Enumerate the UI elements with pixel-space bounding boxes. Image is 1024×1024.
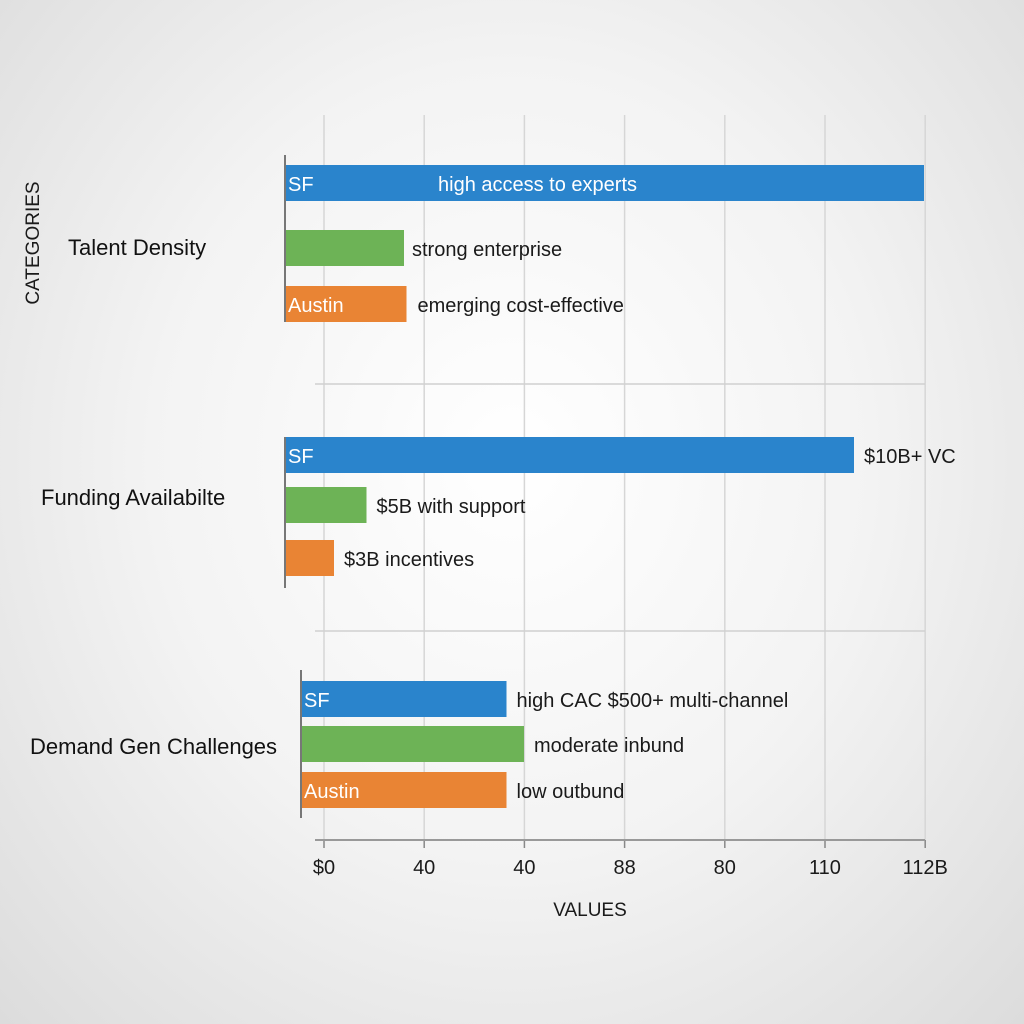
bar-annotation: $10B+ VC: [864, 446, 956, 468]
bar-annotation: moderate inbund: [534, 735, 684, 757]
bar-inner-label: Austin: [304, 781, 360, 803]
y-axis-label: CATEGORIES: [23, 181, 44, 304]
bar-inner-label: SF: [288, 446, 314, 468]
bar: [285, 540, 334, 576]
bar-annotation: low outbund: [517, 781, 625, 803]
bar: [301, 772, 507, 808]
bar-inner-label: SF: [304, 690, 330, 712]
x-tick-label: 40: [413, 857, 435, 879]
x-tick-label: 80: [714, 857, 736, 879]
bar-annotation: high access to experts: [438, 174, 637, 196]
bar: [301, 726, 524, 762]
x-tick-label: 112B: [903, 857, 948, 879]
bar: [285, 165, 924, 201]
category-label: Funding Availabilte: [41, 485, 225, 510]
x-tick-label: 88: [613, 857, 635, 879]
axes: $0 40 40 88 80 110 112B Talent Density Funding A…: [30, 155, 948, 879]
category-label: Demand Gen Challenges: [30, 734, 277, 759]
x-tick-label: 110: [809, 857, 841, 879]
bar: [285, 286, 407, 322]
x-tick-label: $0: [313, 857, 335, 879]
bar: [285, 487, 367, 523]
bar-inner-label: Austin: [288, 295, 344, 317]
bar-inner-label: SF: [288, 174, 314, 196]
category-label: Talent Density: [68, 235, 206, 260]
bar-annotation: strong enterprise: [412, 239, 562, 261]
grid: [315, 115, 926, 840]
bar-annotation: high CAC $500+ multi-channel: [517, 690, 789, 712]
bars: SF high access to experts strong enterpris…: [285, 165, 956, 808]
bar-annotation: $3B incentives: [344, 549, 474, 571]
bar: [285, 437, 854, 473]
bar-annotation: $5B with support: [377, 496, 526, 518]
x-tick-label: 40: [513, 857, 535, 879]
bar: [285, 230, 404, 266]
x-axis-label: VALUES: [553, 900, 627, 921]
bar-annotation: emerging cost-effective: [418, 295, 624, 317]
bar: [301, 681, 507, 717]
